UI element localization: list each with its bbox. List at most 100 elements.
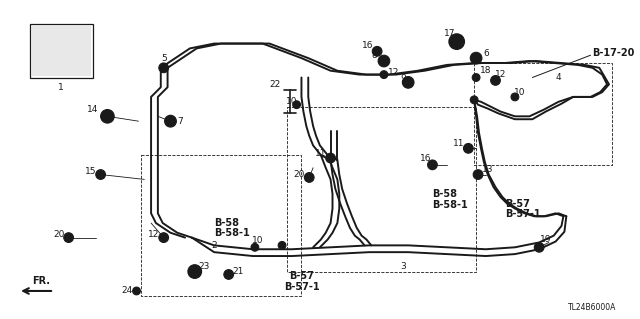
Circle shape [135, 289, 138, 293]
Circle shape [463, 144, 473, 153]
Text: 8: 8 [371, 51, 377, 60]
Circle shape [191, 268, 198, 275]
Circle shape [513, 95, 516, 99]
Text: 5: 5 [161, 54, 166, 63]
Text: 20: 20 [53, 230, 65, 239]
Circle shape [227, 272, 231, 277]
Circle shape [473, 170, 483, 179]
Circle shape [96, 170, 106, 179]
Circle shape [491, 76, 500, 85]
Circle shape [328, 156, 333, 160]
Text: 7: 7 [177, 117, 183, 126]
Text: 12: 12 [148, 230, 159, 239]
Circle shape [159, 63, 168, 73]
Text: 10: 10 [286, 97, 298, 106]
Text: 19: 19 [540, 235, 552, 244]
Text: 12: 12 [388, 68, 399, 77]
Text: 15: 15 [85, 167, 97, 176]
Circle shape [472, 74, 480, 81]
Bar [30, 24, 93, 78]
Circle shape [161, 66, 166, 70]
Text: 22: 22 [269, 80, 281, 89]
Circle shape [428, 160, 437, 170]
Bar [32, 26, 91, 76]
Circle shape [168, 118, 173, 124]
Circle shape [104, 113, 111, 119]
Circle shape [449, 34, 465, 49]
Text: 18: 18 [480, 66, 492, 75]
Text: TL24B6000A: TL24B6000A [568, 303, 617, 312]
Circle shape [99, 172, 103, 177]
Circle shape [534, 242, 544, 252]
Circle shape [511, 93, 519, 101]
Circle shape [292, 101, 301, 108]
Circle shape [474, 56, 479, 61]
Text: B-57-1: B-57-1 [505, 209, 541, 219]
Circle shape [161, 235, 166, 240]
Circle shape [381, 58, 387, 64]
Circle shape [537, 245, 541, 249]
Text: FR.: FR. [33, 276, 51, 286]
Circle shape [64, 233, 74, 242]
Circle shape [100, 109, 114, 123]
Circle shape [476, 172, 480, 177]
Circle shape [280, 244, 284, 247]
Circle shape [378, 55, 390, 67]
Circle shape [470, 96, 478, 104]
Circle shape [470, 52, 482, 64]
Circle shape [372, 47, 382, 56]
Circle shape [305, 173, 314, 182]
Text: 3: 3 [401, 262, 406, 271]
Circle shape [251, 243, 259, 251]
Circle shape [430, 163, 435, 167]
Text: 6: 6 [483, 49, 489, 58]
Text: 4: 4 [556, 73, 561, 82]
Text: 16: 16 [420, 153, 431, 163]
Circle shape [278, 241, 286, 249]
Text: 10: 10 [514, 88, 525, 97]
Circle shape [326, 153, 335, 163]
Text: B-58-1: B-58-1 [433, 200, 468, 210]
Text: 12: 12 [495, 70, 506, 79]
Text: 10: 10 [252, 236, 264, 245]
Text: 17: 17 [444, 29, 456, 38]
Circle shape [474, 76, 478, 79]
Circle shape [188, 265, 202, 278]
Text: 16: 16 [362, 41, 373, 50]
Text: B-58: B-58 [214, 218, 239, 228]
Text: 2: 2 [211, 241, 217, 250]
Circle shape [253, 246, 257, 249]
Text: B-57-1: B-57-1 [284, 282, 319, 292]
Circle shape [382, 73, 386, 76]
Text: 20: 20 [294, 170, 305, 179]
Circle shape [466, 146, 470, 151]
Circle shape [295, 103, 298, 107]
Text: 9: 9 [401, 74, 406, 83]
Text: 13: 13 [482, 165, 493, 174]
Circle shape [307, 175, 312, 180]
Circle shape [132, 287, 140, 295]
Text: B-57: B-57 [505, 199, 530, 209]
Text: B-57: B-57 [289, 271, 314, 281]
Text: 11: 11 [453, 139, 465, 148]
Circle shape [472, 98, 476, 101]
Circle shape [403, 77, 414, 88]
Text: 21: 21 [233, 267, 244, 276]
Text: 1: 1 [58, 83, 64, 92]
Circle shape [453, 38, 461, 46]
Text: B-58-1: B-58-1 [214, 228, 250, 238]
Circle shape [406, 80, 411, 85]
Circle shape [67, 235, 71, 240]
Text: 14: 14 [87, 105, 99, 114]
Circle shape [224, 270, 234, 279]
Text: 23: 23 [199, 262, 210, 271]
Text: 24: 24 [121, 286, 132, 295]
Circle shape [159, 233, 168, 242]
Text: B-58: B-58 [433, 189, 458, 199]
Text: B-17-20: B-17-20 [593, 48, 635, 58]
Circle shape [164, 115, 176, 127]
Text: 11: 11 [315, 149, 326, 158]
Circle shape [380, 71, 388, 78]
Circle shape [493, 78, 498, 83]
Circle shape [375, 49, 380, 54]
